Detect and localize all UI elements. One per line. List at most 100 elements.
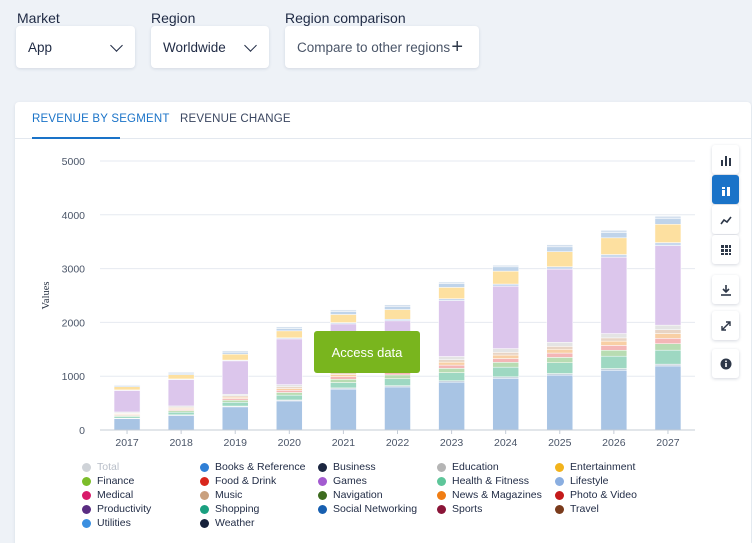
bar-segment [654, 215, 682, 219]
info-button[interactable] [712, 349, 739, 378]
bar-segment [276, 392, 303, 396]
legend-label: Productivity [97, 503, 152, 515]
bar-segment [546, 346, 574, 350]
bar-segment [492, 270, 519, 285]
bar-segment [438, 361, 465, 366]
bar-segment [654, 218, 682, 225]
legend-swatch [200, 476, 209, 486]
bar-segment [330, 379, 357, 383]
compare-regions-button[interactable]: Compare to other regions + [285, 26, 479, 68]
bar-segment [384, 386, 411, 431]
x-tick-label: 2020 [278, 437, 302, 449]
bar-segment [600, 237, 628, 255]
legend-swatch [437, 476, 446, 486]
legend-item[interactable]: Medical [82, 489, 133, 501]
line-chart-button[interactable] [712, 205, 739, 234]
bar-segment [276, 384, 303, 388]
legend-item[interactable]: Entertainment [555, 461, 635, 473]
legend-item[interactable]: Lifestyle [555, 475, 609, 487]
bar-segment [384, 378, 411, 386]
stacked-bar-button[interactable] [712, 175, 739, 204]
tab-revenue-change[interactable]: REVENUE CHANGE [180, 113, 291, 125]
x-tick-label: 2024 [494, 437, 518, 449]
legend-item[interactable]: Business [318, 461, 376, 473]
bar-segment [546, 362, 574, 374]
y-tick-label: 3000 [62, 264, 86, 276]
expand-icon [720, 320, 731, 331]
bar-segment [221, 402, 249, 407]
legend-item[interactable]: Books & Reference [200, 461, 305, 473]
legend-item[interactable]: Productivity [82, 503, 151, 515]
x-tick-label: 2023 [440, 437, 464, 449]
bar-segment [600, 350, 628, 357]
legend-item[interactable]: Shopping [200, 503, 259, 515]
legend-label: Games [333, 475, 367, 487]
bar-segment [276, 338, 303, 385]
fullscreen-button[interactable] [712, 311, 739, 340]
legend-swatch [555, 476, 564, 486]
tab-revenue-by-segment[interactable]: REVENUE BY SEGMENT [32, 113, 170, 125]
bar-segment [276, 328, 303, 332]
legend-item[interactable]: Social Networking [318, 503, 417, 515]
region-comparison-label: Region comparison [285, 10, 406, 26]
bar-segment [330, 311, 357, 315]
legend-swatch [82, 462, 91, 472]
bar-chart-button[interactable] [712, 145, 739, 174]
bar-segment [438, 300, 465, 357]
legend-item[interactable]: Sports [437, 503, 482, 515]
bar-segment [221, 350, 249, 353]
x-tick-label: 2017 [115, 437, 139, 449]
bar-segment [438, 298, 465, 301]
bar-segment [546, 251, 574, 267]
region-select[interactable]: Worldwide [151, 26, 269, 68]
bar-segment [438, 381, 465, 431]
legend-item[interactable]: Health & Fitness [437, 475, 529, 487]
legend-label: Education [452, 461, 499, 473]
legend-item[interactable]: Photo & Video [555, 489, 637, 501]
access-data-button[interactable]: Access data [314, 331, 420, 373]
active-tab-indicator [32, 137, 120, 139]
bar-segment [276, 400, 303, 431]
legend-label: Music [215, 489, 243, 501]
legend-item[interactable]: Navigation [318, 489, 383, 501]
bar-segment [654, 224, 682, 243]
legend-label: Weather [215, 517, 255, 529]
bar-segment [600, 337, 628, 342]
legend-swatch [200, 518, 209, 528]
legend-item[interactable]: Music [200, 489, 242, 501]
x-tick-label: 2021 [332, 437, 356, 449]
legend-item[interactable]: Total [82, 461, 119, 473]
bar-segment [492, 366, 519, 378]
table-icon [720, 244, 731, 255]
bar-segment [330, 376, 357, 380]
legend-item[interactable]: Weather [200, 517, 255, 529]
legend-item[interactable]: Travel [555, 503, 599, 515]
plus-icon: + [451, 36, 463, 58]
download-button[interactable] [712, 275, 739, 304]
legend-item[interactable]: Games [318, 475, 367, 487]
bar-segment [492, 264, 519, 268]
legend-item[interactable]: Education [437, 461, 499, 473]
x-tick-label: 2025 [548, 437, 572, 449]
legend-item[interactable]: Food & Drink [200, 475, 276, 487]
market-select[interactable]: App [16, 26, 135, 68]
legend-label: Utilities [97, 517, 131, 529]
tab-divider [15, 138, 751, 139]
bar-segment [113, 390, 141, 413]
info-icon [720, 358, 731, 369]
bar-segment [600, 345, 628, 351]
legend-swatch [318, 504, 327, 514]
bar-segment [438, 359, 465, 363]
bar-segment [167, 411, 195, 416]
chevron-down-icon [244, 39, 257, 52]
bar-segment [492, 285, 519, 349]
legend-item[interactable]: News & Magazines [437, 489, 542, 501]
legend-item[interactable]: Utilities [82, 517, 131, 529]
bar-segment [330, 388, 357, 431]
bar-segment [276, 330, 303, 339]
legend-label: Shopping [215, 503, 260, 515]
chevron-down-icon [110, 39, 123, 52]
table-view-button[interactable] [712, 235, 739, 264]
legend-item[interactable]: Finance [82, 475, 134, 487]
bar-segment [330, 382, 357, 389]
